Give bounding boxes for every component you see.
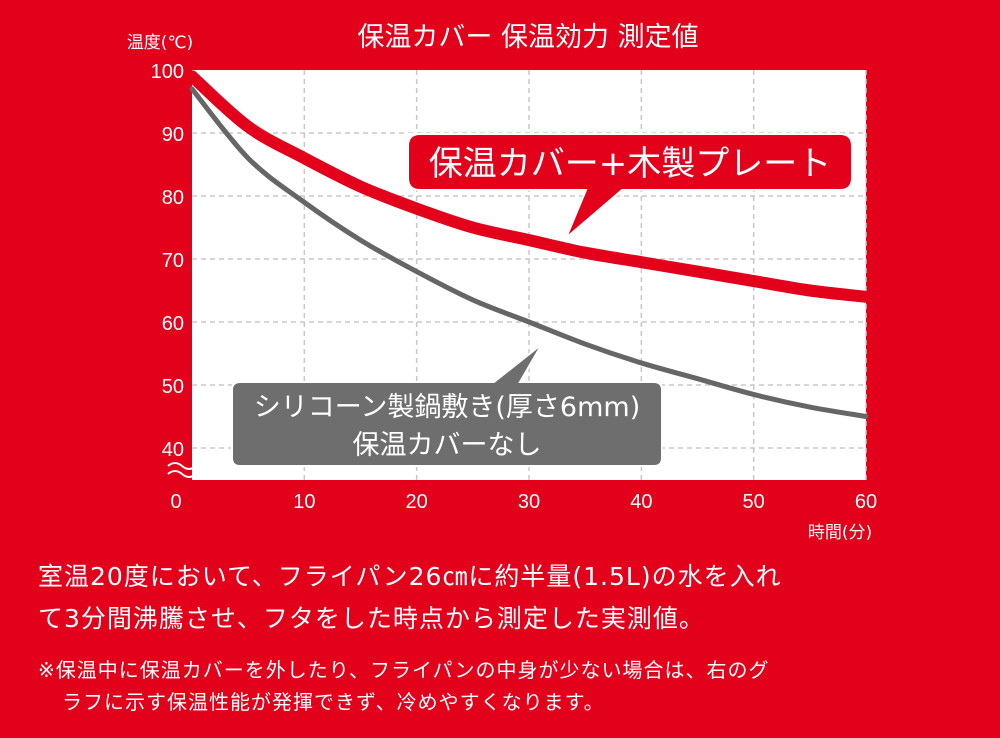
y-tick-label: 70 [162,250,184,272]
y-tick-label: 90 [162,124,184,146]
x-tick-label: 10 [293,491,315,513]
x-tick-label: 20 [406,491,428,513]
caution-note-line-1: ※保温中に保温カバーを外したり、フライパンの中身が少ない場合は、右のグ [38,658,770,682]
chart-title: 保温カバー 保温効力 測定値 [357,22,698,53]
measurement-note-line-1: 室温20度において、フライパン26㎝に約半量(1.5L)の水を入れ [38,562,782,591]
caution-note-line-2: ラフに示す保温性能が発揮できず、冷めやすくなります。 [62,690,605,714]
chart: 40 50 60 70 80 90 100 0 10 20 30 40 50 60 保温カバー 保温効力 測… [127,22,877,543]
callout-silicone [231,343,663,467]
series-line-1 [186,70,872,303]
callout-silicone-label-1: シリコーン製鍋敷き(厚さ6mm) [254,392,641,423]
axis-break-mark [167,462,197,478]
y-tick-label: 60 [162,313,184,335]
y-tick-label: 80 [162,187,184,209]
series-line-2 [189,86,869,419]
x-tick-label: 50 [743,491,765,513]
y-tick-label: 50 [162,376,184,398]
measurement-note-line-2: て3分間沸騰させ、フタをした時点から測定した実測値。 [38,604,705,633]
callout-cover-plate-label: 保温カバー+木製プレート [429,144,832,184]
x-tick-label: 0 [170,491,181,513]
callout-silicone-label-2: 保温カバーなし [353,430,542,461]
x-axis-label: 時間(分) [808,523,872,543]
x-tick-label: 40 [630,491,652,513]
y-tick-label: 40 [162,439,184,461]
y-axis-label: 温度(℃) [127,33,193,53]
callout-cover-plate [407,133,853,239]
measurement-note: 室温20度において、フライパン26㎝に約半量(1.5L)の水を入れ て3分間沸騰… [38,556,978,640]
x-tick-label: 60 [855,491,877,513]
caution-note: ※保温中に保温カバーを外したり、フライパンの中身が少ない場合は、右のグ ラフに示… [38,654,978,718]
y-tick-label: 100 [151,61,184,83]
x-tick-label: 30 [518,491,540,513]
